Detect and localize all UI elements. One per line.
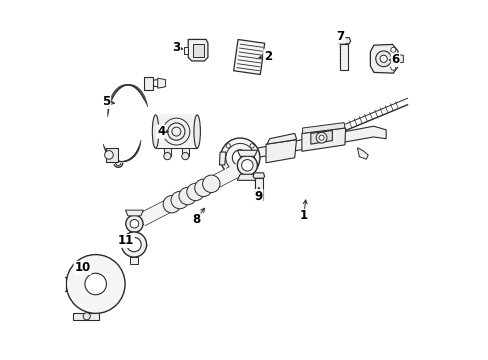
Ellipse shape	[163, 195, 180, 213]
Polygon shape	[369, 44, 397, 73]
Text: 9: 9	[254, 190, 263, 203]
Polygon shape	[254, 178, 262, 200]
Ellipse shape	[179, 187, 196, 205]
Polygon shape	[188, 40, 207, 61]
Polygon shape	[337, 38, 350, 44]
Circle shape	[125, 215, 142, 232]
Ellipse shape	[194, 115, 200, 148]
Circle shape	[375, 51, 391, 67]
Polygon shape	[182, 148, 188, 156]
Circle shape	[121, 232, 146, 257]
Polygon shape	[265, 140, 296, 163]
Circle shape	[225, 167, 230, 172]
Circle shape	[220, 138, 260, 177]
Text: 5: 5	[102, 95, 110, 108]
Polygon shape	[73, 314, 99, 320]
Polygon shape	[237, 150, 257, 156]
Polygon shape	[183, 46, 188, 54]
Circle shape	[163, 153, 171, 160]
Circle shape	[390, 65, 395, 70]
Polygon shape	[144, 77, 153, 90]
Circle shape	[104, 150, 113, 159]
Circle shape	[85, 273, 106, 295]
Circle shape	[126, 237, 141, 252]
Text: 3: 3	[172, 41, 180, 54]
Polygon shape	[301, 128, 345, 151]
Polygon shape	[237, 174, 257, 180]
Circle shape	[249, 167, 254, 172]
Circle shape	[319, 135, 324, 140]
Circle shape	[241, 159, 253, 171]
Ellipse shape	[202, 175, 220, 193]
Text: 6: 6	[390, 53, 399, 66]
Circle shape	[130, 220, 139, 228]
Ellipse shape	[194, 179, 212, 197]
Polygon shape	[221, 126, 386, 164]
Polygon shape	[395, 54, 403, 63]
Bar	[233, 40, 264, 75]
Text: 7: 7	[336, 30, 344, 43]
Ellipse shape	[152, 115, 159, 148]
Text: 4: 4	[157, 125, 165, 138]
Polygon shape	[302, 123, 344, 134]
Polygon shape	[219, 152, 225, 165]
Circle shape	[237, 155, 257, 175]
Polygon shape	[253, 173, 264, 178]
Circle shape	[379, 55, 386, 62]
Polygon shape	[310, 131, 332, 144]
Circle shape	[249, 144, 254, 148]
Polygon shape	[106, 148, 118, 162]
Polygon shape	[155, 115, 197, 148]
Text: 8: 8	[192, 213, 200, 226]
Polygon shape	[266, 134, 296, 144]
Circle shape	[225, 144, 230, 148]
Circle shape	[83, 313, 90, 320]
Circle shape	[232, 150, 247, 166]
Polygon shape	[130, 257, 137, 264]
Polygon shape	[158, 78, 165, 88]
Ellipse shape	[186, 183, 204, 201]
Text: 2: 2	[263, 50, 271, 63]
Text: 11: 11	[118, 234, 134, 247]
Ellipse shape	[171, 192, 188, 209]
Polygon shape	[139, 163, 244, 225]
Text: 1: 1	[299, 210, 307, 222]
Polygon shape	[357, 148, 367, 159]
Text: 10: 10	[74, 261, 90, 274]
Circle shape	[390, 47, 395, 52]
Circle shape	[225, 143, 254, 172]
Polygon shape	[125, 210, 143, 216]
Polygon shape	[192, 44, 203, 57]
Polygon shape	[339, 44, 348, 70]
Polygon shape	[163, 148, 171, 156]
Circle shape	[316, 132, 326, 143]
Polygon shape	[60, 277, 66, 291]
Circle shape	[182, 153, 188, 160]
Circle shape	[66, 255, 125, 314]
